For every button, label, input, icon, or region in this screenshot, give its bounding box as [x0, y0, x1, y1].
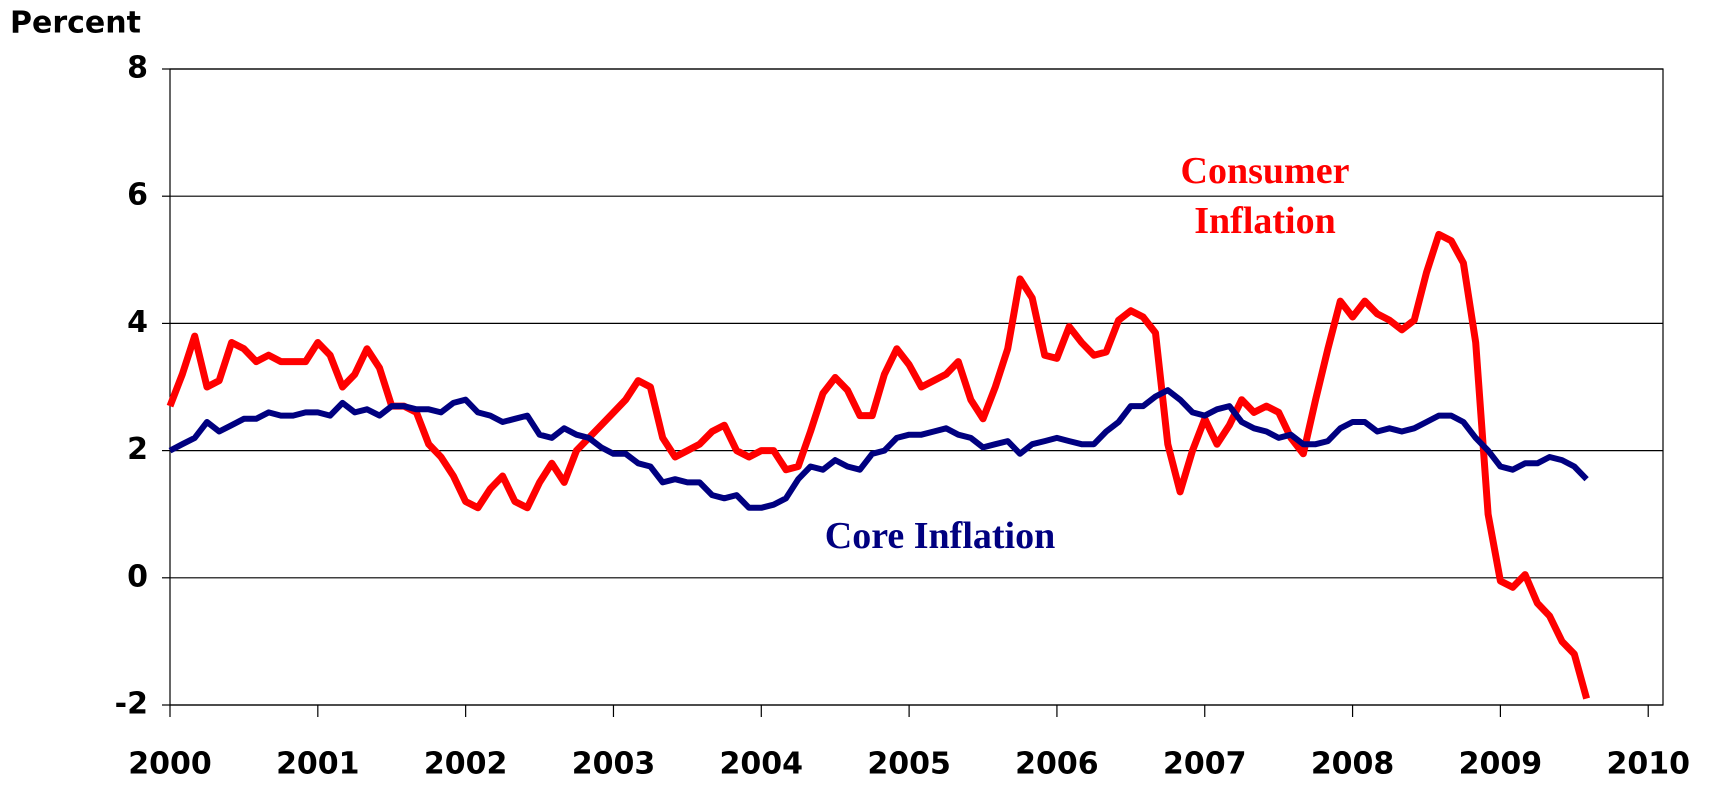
x-tick-label: 2004	[720, 747, 804, 782]
series-line	[166, 230, 1590, 700]
plot-frame	[169, 68, 1664, 706]
y-tick-label: -2	[115, 687, 148, 722]
y-tick-label: 0	[127, 559, 148, 594]
x-tick-label: 2009	[1459, 747, 1543, 782]
y-tick-label: 2	[127, 432, 148, 467]
y-tick-label: 8	[127, 51, 148, 86]
x-tick-label: 2010	[1606, 747, 1690, 782]
x-tick-label: 2005	[867, 747, 951, 782]
y-tick-label: 6	[127, 178, 148, 213]
x-tick-label: 2001	[276, 747, 360, 782]
x-tick-label: 2008	[1311, 747, 1395, 782]
x-tick-label: 2006	[1015, 747, 1099, 782]
x-tick-label: 2002	[424, 747, 508, 782]
series-label: Core Inflation	[824, 515, 1056, 557]
x-tick-label: 2003	[572, 747, 656, 782]
y-tick-label: 4	[127, 305, 148, 340]
x-tick-label: 2000	[128, 747, 212, 782]
series-label: Consumer Inflation	[1180, 150, 1350, 242]
y-axis-title: Percent	[10, 6, 141, 41]
series-line	[168, 387, 1589, 511]
x-tick-label: 2007	[1163, 747, 1247, 782]
